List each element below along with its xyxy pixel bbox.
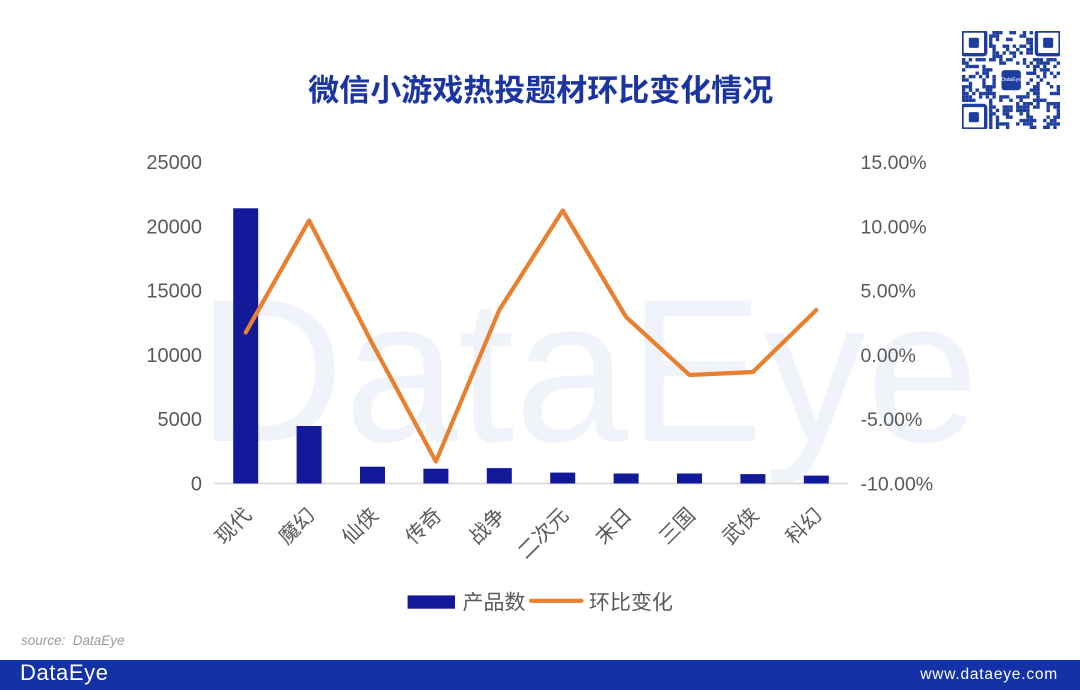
svg-text:0.00%: 0.00% xyxy=(861,345,916,367)
svg-text:-5.00%: -5.00% xyxy=(861,409,923,431)
svg-text:10000: 10000 xyxy=(146,345,202,367)
svg-text:5000: 5000 xyxy=(158,409,203,431)
svg-text:15.00%: 15.00% xyxy=(861,152,927,174)
svg-text:-10.00%: -10.00% xyxy=(861,474,934,496)
svg-text:25000: 25000 xyxy=(146,152,202,174)
svg-text:15000: 15000 xyxy=(146,281,202,303)
svg-text:20000: 20000 xyxy=(146,216,202,238)
svg-text:5.00%: 5.00% xyxy=(861,281,916,303)
svg-text:10.00%: 10.00% xyxy=(861,216,927,238)
svg-text:DataEye: DataEye xyxy=(1001,77,1021,83)
svg-text:0: 0 xyxy=(191,474,202,496)
